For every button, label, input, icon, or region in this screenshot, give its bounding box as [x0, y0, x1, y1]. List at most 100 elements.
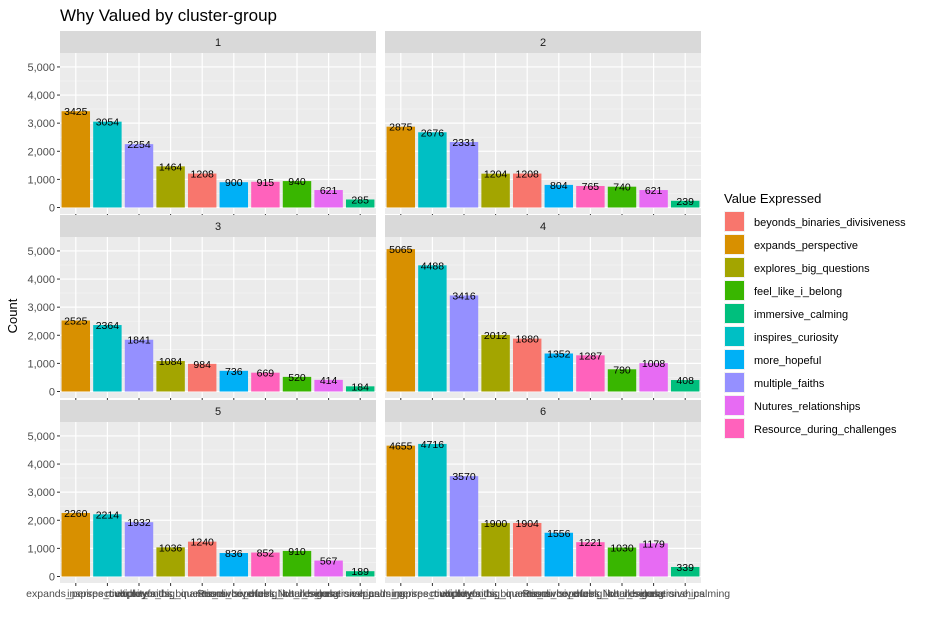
- bar-feel_like_i_belong: [282, 376, 312, 392]
- bar-Resource_during_challenges: [251, 372, 280, 392]
- bar-data-label: 408: [676, 375, 694, 387]
- bar-data-label: 2525: [64, 316, 88, 328]
- bar-data-label: 765: [582, 181, 600, 193]
- y-tick-label: 2,000: [27, 515, 55, 527]
- legend-item: explores_big_questions: [724, 257, 870, 278]
- x-tick-label: inspires_curiosity: [67, 588, 148, 600]
- bar-Resource_during_challenges: [576, 185, 605, 208]
- legend-item: feel_like_i_belong: [724, 280, 842, 301]
- bar-data-label: 2364: [96, 320, 120, 332]
- bar-data-label: 1464: [159, 161, 183, 173]
- bar-data-label: 2254: [127, 139, 151, 151]
- bar-data-label: 4488: [421, 260, 445, 272]
- y-tick-label: 0: [49, 203, 55, 215]
- y-tick-label: 4,000: [27, 274, 55, 286]
- x-tick-label: Resource_during_challenges: [197, 588, 333, 600]
- bar-data-label: 900: [225, 177, 243, 189]
- bar-feel_like_i_belong: [607, 369, 637, 392]
- bar-expands_perspective: [386, 126, 416, 208]
- bar-inspires_curiosity: [418, 132, 447, 208]
- bar-Resource_during_challenges: [576, 542, 605, 577]
- bar-multiple_faiths: [449, 295, 479, 392]
- bar-immersive_calming: [345, 571, 375, 577]
- bar-data-label: 1352: [547, 348, 571, 360]
- y-tick-label: 0: [49, 572, 55, 584]
- y-tick-label: 2,000: [27, 146, 55, 158]
- facet-panel-6: 6 4655 4716 3570 1900 1904 1556 1221 1030 1179 339…: [351, 400, 730, 600]
- y-tick-label: 1,000: [27, 174, 55, 186]
- x-tick-label: beyonds_binaries_divisiveness: [455, 588, 600, 600]
- x-tick-label: Nutures_relationships: [278, 588, 380, 600]
- bar-Resource_during_challenges: [251, 552, 280, 577]
- bar-data-label: 3416: [452, 290, 476, 302]
- bar-data-label: 414: [320, 375, 338, 387]
- bar-data-label: 520: [288, 372, 306, 384]
- bar-more_hopeful: [219, 370, 249, 392]
- bar-inspires_curiosity: [93, 514, 122, 577]
- bar-data-label: 1900: [484, 518, 508, 530]
- bar-data-label: 1287: [579, 350, 603, 362]
- legend: Value Expressed beyonds_binaries_divisiv…: [724, 191, 906, 439]
- facet-panel-4: 4 5065 4488 3416 2012 1880 1352 1287 790 1008 408: [385, 215, 701, 401]
- bar-data-label: 1204: [484, 169, 508, 181]
- bar-data-label: 621: [645, 185, 663, 197]
- bar-inspires_curiosity: [418, 443, 447, 577]
- x-tick-label: more_hopeful: [527, 588, 591, 600]
- bar-explores_big_questions: [481, 523, 510, 577]
- bar-more_hopeful: [544, 532, 574, 577]
- x-tick-label: expands_perspective: [26, 588, 125, 600]
- bar-data-label: 2012: [484, 330, 508, 342]
- bar-data-label: 1036: [159, 542, 183, 554]
- facet-panel-2: 2 2875 2676 2331 1204 1208 804 765 740 621 239: [385, 31, 701, 217]
- x-tick-label: Nutures_relationships: [603, 588, 705, 600]
- facet-strip: [385, 31, 701, 53]
- legend-label: Nutures_relationships: [754, 401, 861, 413]
- bar-data-label: 910: [288, 546, 306, 558]
- bar-data-label: 4716: [421, 439, 445, 451]
- bar-expands_perspective: [386, 445, 416, 577]
- facet-strip-label: 4: [540, 221, 546, 233]
- legend-swatch: [725, 396, 744, 415]
- bar-inspires_curiosity: [93, 325, 122, 392]
- bar-multiple_faiths: [449, 141, 479, 208]
- legend-label: inspires_curiosity: [754, 332, 839, 344]
- facet-strip: [385, 400, 701, 422]
- legend-item: inspires_curiosity: [724, 326, 839, 347]
- bar-data-label: 2214: [96, 509, 120, 521]
- y-tick-label: 1,000: [27, 358, 55, 370]
- bar-data-label: 669: [257, 368, 275, 380]
- bar-Nutures_relationships: [639, 543, 668, 577]
- bar-multiple_faiths: [124, 144, 154, 208]
- legend-item: beyonds_binaries_divisiveness: [724, 211, 906, 232]
- bar-data-label: 1880: [516, 334, 540, 346]
- bar-multiple_faiths: [449, 476, 479, 577]
- bar-explores_big_questions: [156, 166, 185, 208]
- bar-Nutures_relationships: [639, 363, 668, 392]
- bar-Resource_during_challenges: [251, 181, 280, 208]
- y-tick-label: 5,000: [27, 246, 55, 258]
- bar-data-label: 1932: [127, 517, 151, 529]
- bar-inspires_curiosity: [93, 121, 122, 208]
- bar-data-label: 1904: [516, 518, 540, 530]
- facet-strip: [60, 400, 376, 422]
- legend-swatch: [725, 304, 744, 323]
- legend-swatch: [725, 258, 744, 277]
- facet-strip: [60, 215, 376, 237]
- x-tick-label: immersive_calming: [640, 588, 730, 600]
- bar-data-label: 3425: [64, 106, 88, 118]
- bar-data-label: 836: [225, 548, 243, 560]
- bar-data-label: 2260: [64, 508, 88, 520]
- bar-beyonds_binaries_divisiveness: [512, 338, 542, 392]
- legend-label: multiple_faiths: [754, 378, 825, 390]
- facet-strip-label: 1: [215, 37, 221, 49]
- facet-strip-label: 6: [540, 406, 546, 418]
- x-tick-label: inspires_curiosity: [392, 588, 473, 600]
- legend-label: feel_like_i_belong: [754, 286, 842, 298]
- legend-item: immersive_calming: [724, 303, 848, 324]
- facet-strip: [385, 215, 701, 237]
- facet-panel-3: 3 0 1,000 2,000 3,000 4,000 5,000 2525 2364 1841 1…: [27, 215, 376, 401]
- x-tick-label: multiple_faiths: [105, 588, 172, 600]
- legend-label: immersive_calming: [754, 309, 848, 321]
- bar-beyonds_binaries_divisiveness: [512, 173, 542, 208]
- bar-data-label: 1084: [159, 356, 183, 368]
